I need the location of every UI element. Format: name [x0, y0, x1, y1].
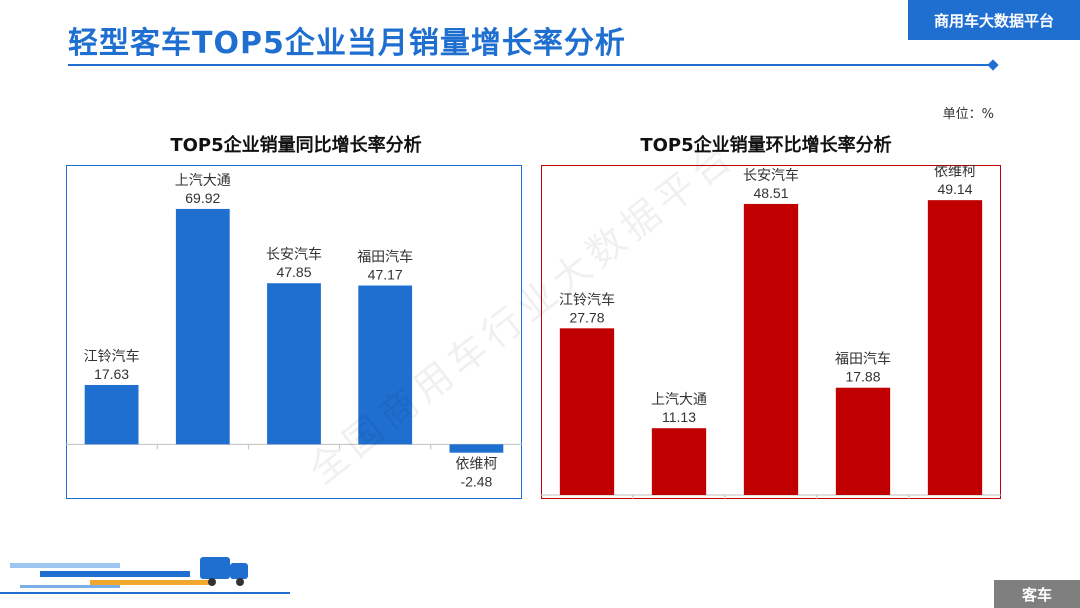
brand-badge: 商用车大数据平台: [908, 0, 1080, 40]
bar-value-label: 27.78: [569, 309, 604, 325]
bar-1: [175, 208, 230, 445]
bar-0: [84, 384, 139, 445]
truck-logo-icon: [0, 557, 290, 594]
bar-category-label: 江铃汽车: [559, 291, 615, 307]
bar-category-label: 福田汽车: [835, 351, 891, 367]
bar-category-label: 江铃汽车: [84, 348, 140, 364]
bar-value-label: 47.85: [276, 264, 311, 280]
bar-category-label: 福田汽车: [357, 249, 413, 265]
chart-frame: [541, 165, 1001, 499]
page-title: 轻型客车TOP5企业当月销量增长率分析: [68, 26, 626, 61]
title-divider: [68, 64, 994, 66]
footer-category-tag: 客车: [994, 580, 1080, 608]
bar-value-label: 17.88: [845, 369, 880, 385]
bar-1: [651, 428, 707, 495]
mom-bar-chart: 江铃汽车 27.78 上汽大通 11.13 长安汽车 48.51 福田汽车 17.88 依维柯 4…: [541, 165, 1001, 499]
bar-4: [449, 444, 504, 453]
bar-2: [267, 283, 321, 445]
bar-value-label: -2.48: [460, 474, 492, 490]
bar-category-label: 依维柯: [455, 456, 497, 472]
bar-2: [743, 203, 799, 495]
bar-0: [559, 328, 615, 495]
bar-category-label: 长安汽车: [266, 246, 322, 262]
divider-end-marker: [987, 59, 999, 71]
bar-3: [358, 285, 413, 445]
bar-category-label: 依维柯: [934, 165, 976, 179]
bar-4: [927, 200, 983, 495]
bar-value-label: 69.92: [185, 190, 220, 206]
bar-value-label: 17.63: [94, 366, 129, 382]
bar-value-label: 48.51: [753, 185, 788, 201]
yoy-bar-chart: 江铃汽车 17.63 上汽大通 69.92 长安汽车 47.85 福田汽车 47.17 依维柯 -…: [66, 165, 522, 499]
bar-category-label: 上汽大通: [175, 172, 231, 188]
bar-category-label: 上汽大通: [651, 391, 707, 407]
bar-category-label: 长安汽车: [743, 167, 799, 183]
unit-label: 单位：%: [942, 107, 994, 122]
chart-title-yoy: TOP5企业销量同比增长率分析: [170, 135, 422, 156]
chart-frame: [66, 165, 522, 499]
bar-value-label: 11.13: [662, 409, 696, 425]
chart-title-mom: TOP5企业销量环比增长率分析: [640, 135, 892, 156]
bar-value-label: 49.14: [937, 181, 972, 197]
bar-value-label: 47.17: [368, 267, 403, 283]
bar-3: [835, 387, 891, 495]
